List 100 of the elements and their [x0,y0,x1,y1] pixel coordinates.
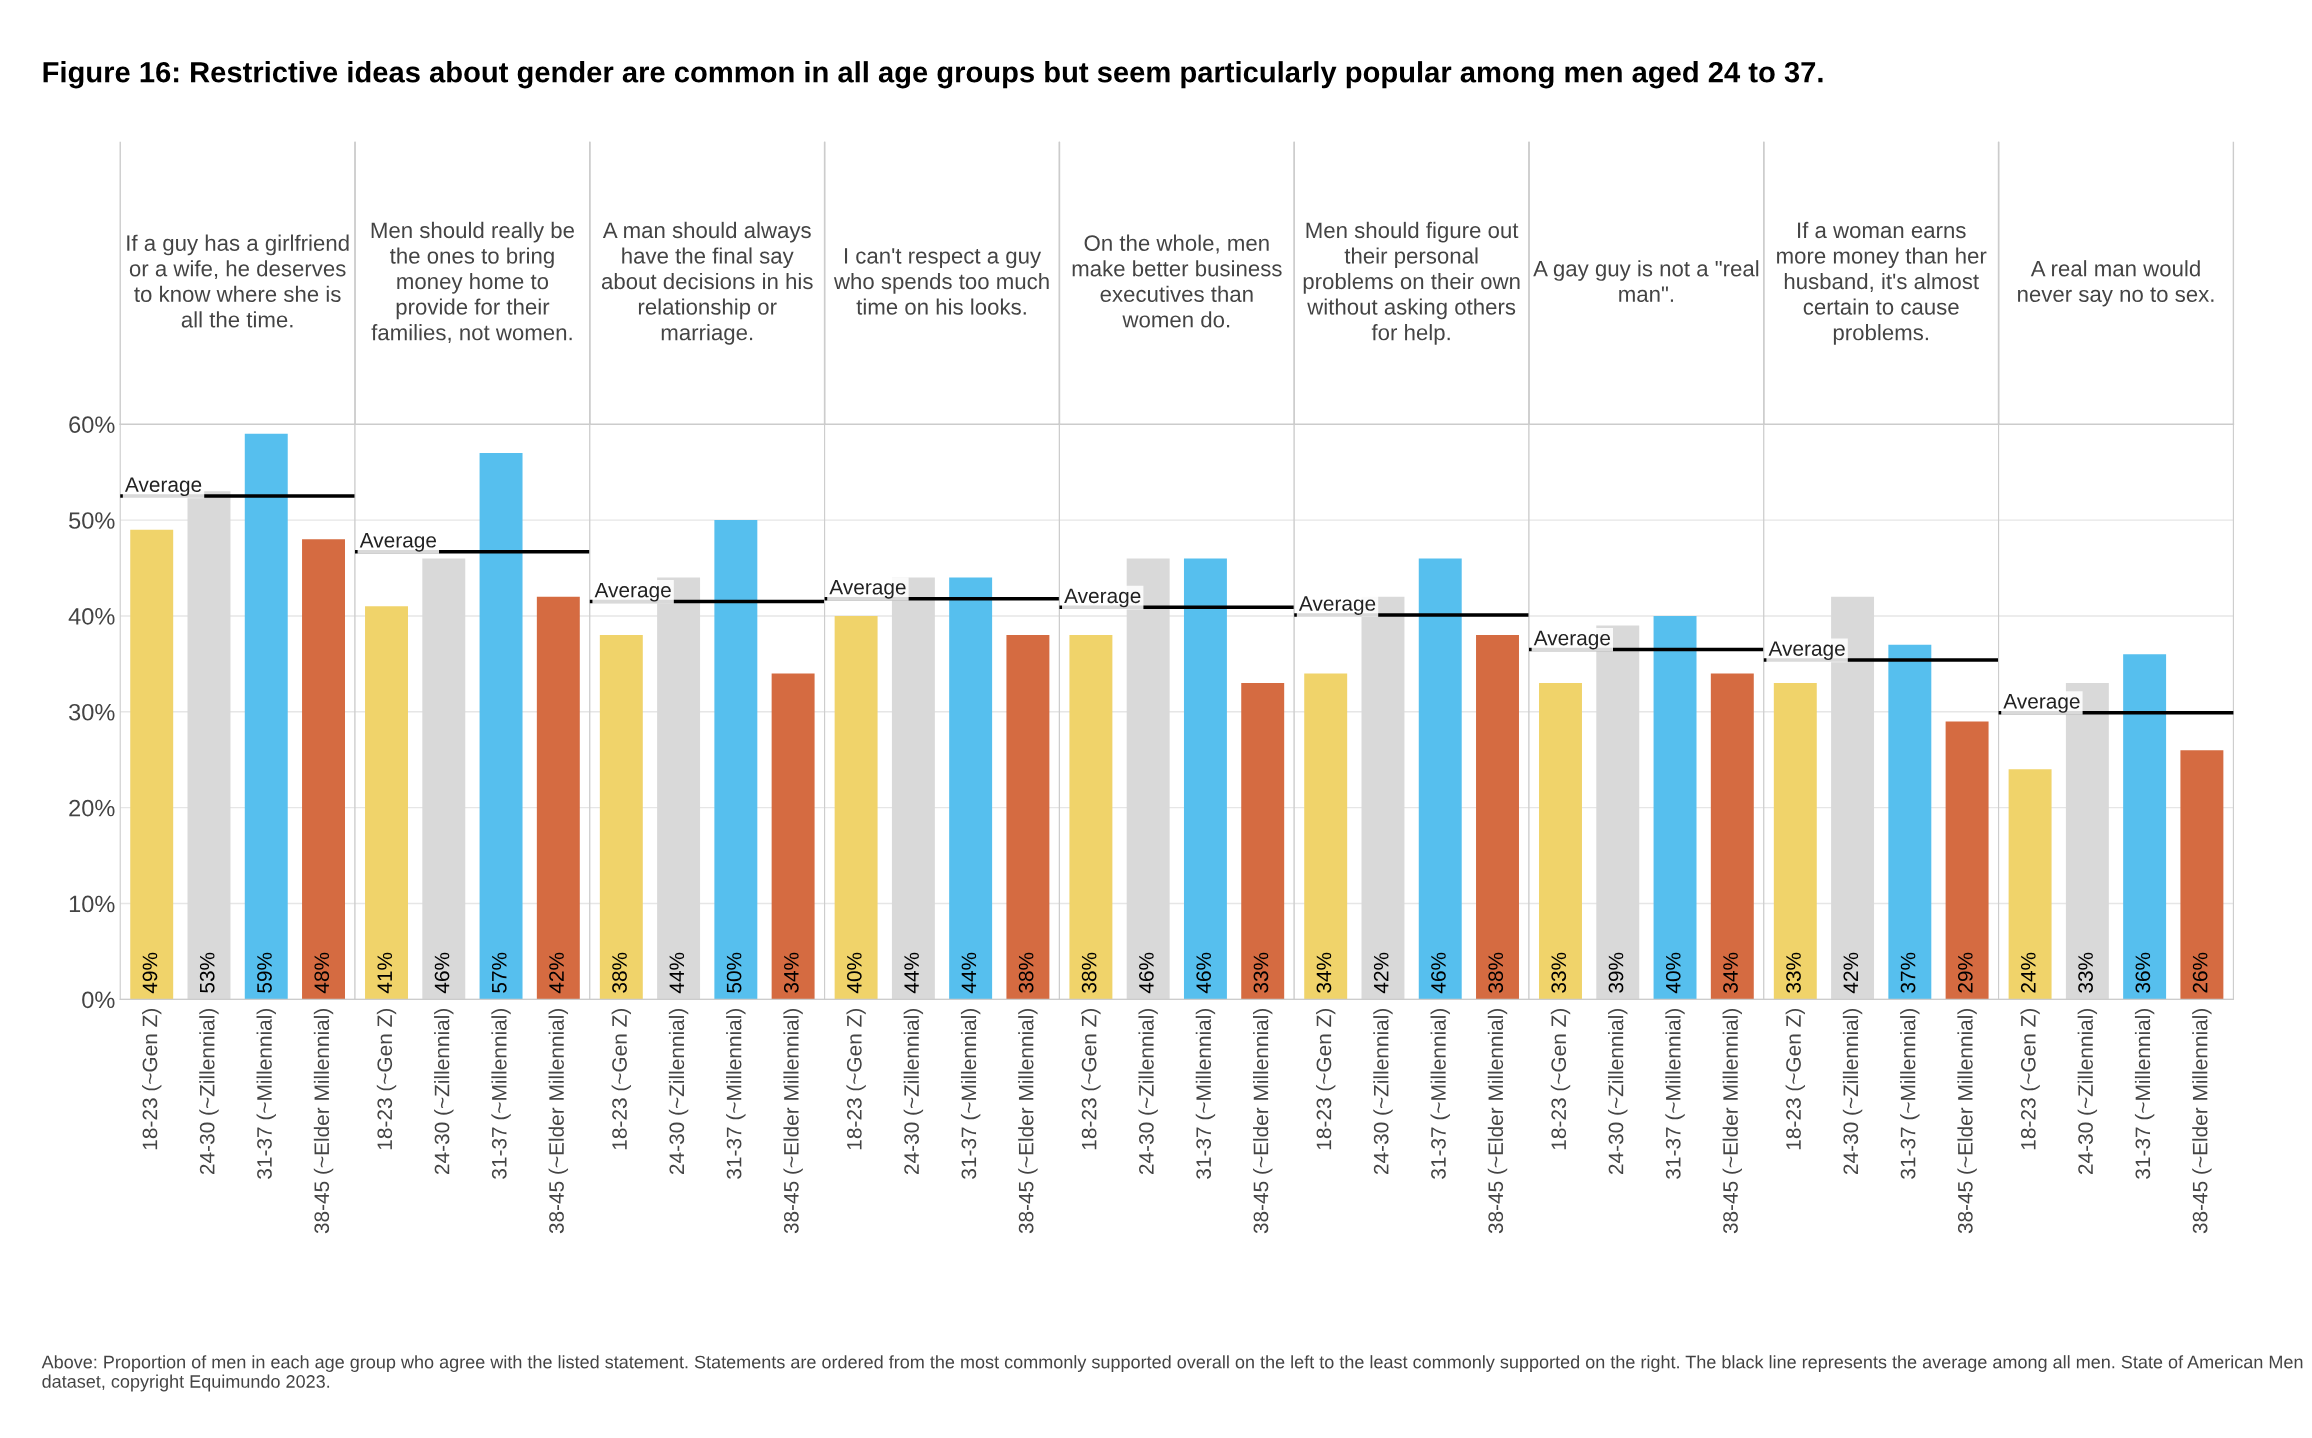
data-label: 49% [142,952,158,994]
ref-line-label: Average [124,477,202,497]
data-label: 38% [1488,952,1504,993]
x-tick-label: 31-37 (~Millennial) [960,1009,981,1179]
data-label: 26% [2192,952,2208,993]
chart-title: I can't respect a guy who spends too much time on his looks. [833,248,1049,315]
x-tick-label: 38-45 (~Elder Millennial) [1957,1009,1977,1234]
data-label: 24% [2020,952,2036,993]
chart-title: A real man would never say no to sex. [2018,260,2214,307]
data-label: 34% [1316,952,1332,993]
bar [1773,683,1817,1000]
y-tick-label: 60% [69,416,115,433]
bar [2008,769,2052,1000]
data-label: 38% [1018,952,1034,993]
x-tick-label: 31-37 (~Millennial) [726,1009,746,1179]
chart-title: If a guy has a girlfriend or a wife, he deserves to know where she is all the time. [127,234,349,328]
bar [1304,673,1348,1000]
chart-title: A man should always have the final say about decisions in his relationship or marriage. [601,221,813,345]
x-tick-label: 18-23 (~Gen Z) [142,1009,162,1150]
chart-title: If a woman earns more money than her husband, it's almost certain to cause problems. [1777,221,1987,345]
x-tick-label: 24-30 (~Zillennial) [668,1009,689,1175]
data-label: 40% [1665,952,1681,994]
bar [130,529,174,1000]
ref-line-label: Average [1298,596,1376,615]
x-tick-label: 24-30 (~Zillennial) [1842,1009,1863,1175]
ref-line-label: Average [2003,694,2080,713]
ref-line-label: Average [1768,641,1845,661]
x-tick-label: 31-37 (~Millennial) [491,1009,511,1179]
chart-title: Men should figure out their personal problems on their own without asking others for help. [1303,221,1520,345]
x-tick-label: 18-23 (~Gen Z) [1550,1009,1571,1150]
x-tick-label: 24-30 (~Zillennial) [434,1009,454,1175]
data-label: 46% [1139,952,1154,994]
x-tick-label: 24-30 (~Zillennial) [199,1009,219,1175]
bar [422,558,466,1000]
bar [2123,654,2167,1000]
x-tick-label: 38-45 (~Elder Millennial) [1487,1009,1508,1234]
data-label: 44% [904,952,919,994]
x-tick-label: 24-30 (~Zillennial) [1608,1009,1628,1175]
data-label: 38% [612,952,627,993]
data-label: 36% [2135,952,2151,993]
chart-title: Men should really be the ones to bring money home to provide for their families, not women. [371,221,574,343]
bar [2180,750,2224,1000]
data-label: 29% [1957,952,1973,993]
data-label: 34% [1723,952,1738,993]
x-tick-label: 24-30 (~Zillennial) [1138,1009,1158,1175]
ref-line-label: Average [829,580,906,599]
data-label: 42% [1373,952,1389,994]
data-label: 57% [491,952,507,993]
data-label: 53% [199,952,215,993]
x-tick-label: 24-30 (~Zillennial) [1373,1009,1393,1175]
data-label: 48% [314,952,330,994]
data-label: 33% [1551,952,1567,993]
data-label: 33% [1786,952,1801,993]
bar [599,635,643,1000]
x-tick-label: 24-30 (~Zillennial) [903,1009,924,1175]
x-tick-label: 38-45 (~Elder Millennial) [548,1009,569,1234]
data-label: 37% [1900,952,1916,993]
chart-title: On the whole, men make better business executives than women do. [1072,234,1282,328]
bar [302,539,345,1000]
x-tick-label: 31-37 (~Millennial) [1665,1009,1685,1179]
x-tick-label: 31-37 (~Millennial) [1900,1009,1920,1179]
ref-line-label: Average [594,582,671,602]
x-tick-label: 38-45 (~Elder Millennial) [1018,1009,1038,1234]
data-label: 42% [549,952,564,994]
x-tick-label: 18-23 (~Gen Z) [376,1009,397,1150]
x-tick-label: 31-37 (~Millennial) [256,1009,276,1179]
bar [771,673,815,1000]
y-tick-label: 10% [69,895,115,913]
y-tick-label: 30% [69,703,115,721]
y-tick-label: 0% [82,991,115,1009]
x-tick-label: 38-45 (~Elder Millennial) [2192,1009,2212,1234]
ref-line-label: Average [359,533,437,552]
data-label: 59% [257,952,272,993]
x-tick-label: 18-23 (~Gen Z) [611,1009,632,1150]
x-tick-label: 18-23 (~Gen Z) [1785,1009,1805,1150]
x-tick-label: 38-45 (~Elder Millennial) [313,1009,334,1234]
data-label: 39% [1608,952,1624,993]
data-label: 33% [1253,952,1269,993]
y-tick-label: 50% [69,512,115,529]
data-label: 44% [669,952,685,994]
x-tick-label: 38-45 (~Elder Millennial) [1722,1009,1742,1234]
bar [1888,644,1932,1000]
x-tick-label: 31-37 (~Millennial) [1430,1009,1450,1179]
data-label: 33% [2078,952,2093,993]
data-label: 40% [846,952,862,994]
chart-title: A gay guy is not a "real man". [1533,260,1759,303]
ref-line-label: Average [1064,588,1141,608]
bar [1418,558,1462,1000]
text: Above: Proportion of men in each age group who agree with the listed statement. Statements are ordered from the most commonly supported overall on the left to the least commonly supported on the right. The black line represents the average among all men. State of American Men dataset, copyright Equimundo 2023. [41,1355,2303,1392]
bar [1476,635,1519,1000]
data-label: 34% [783,952,799,993]
bar [244,433,288,1000]
data-label: 46% [1431,952,1446,994]
x-tick-label: 18-23 (~Gen Z) [1081,1009,1101,1150]
data-label: 46% [1196,952,1212,994]
x-tick-label: 31-37 (~Millennial) [2134,1009,2155,1179]
bar [536,596,580,1000]
x-tick-label: 38-45 (~Elder Millennial) [783,1009,803,1234]
ref-line-label: Average [1533,630,1610,650]
x-tick-label: 24-30 (~Zillennial) [2077,1009,2098,1175]
